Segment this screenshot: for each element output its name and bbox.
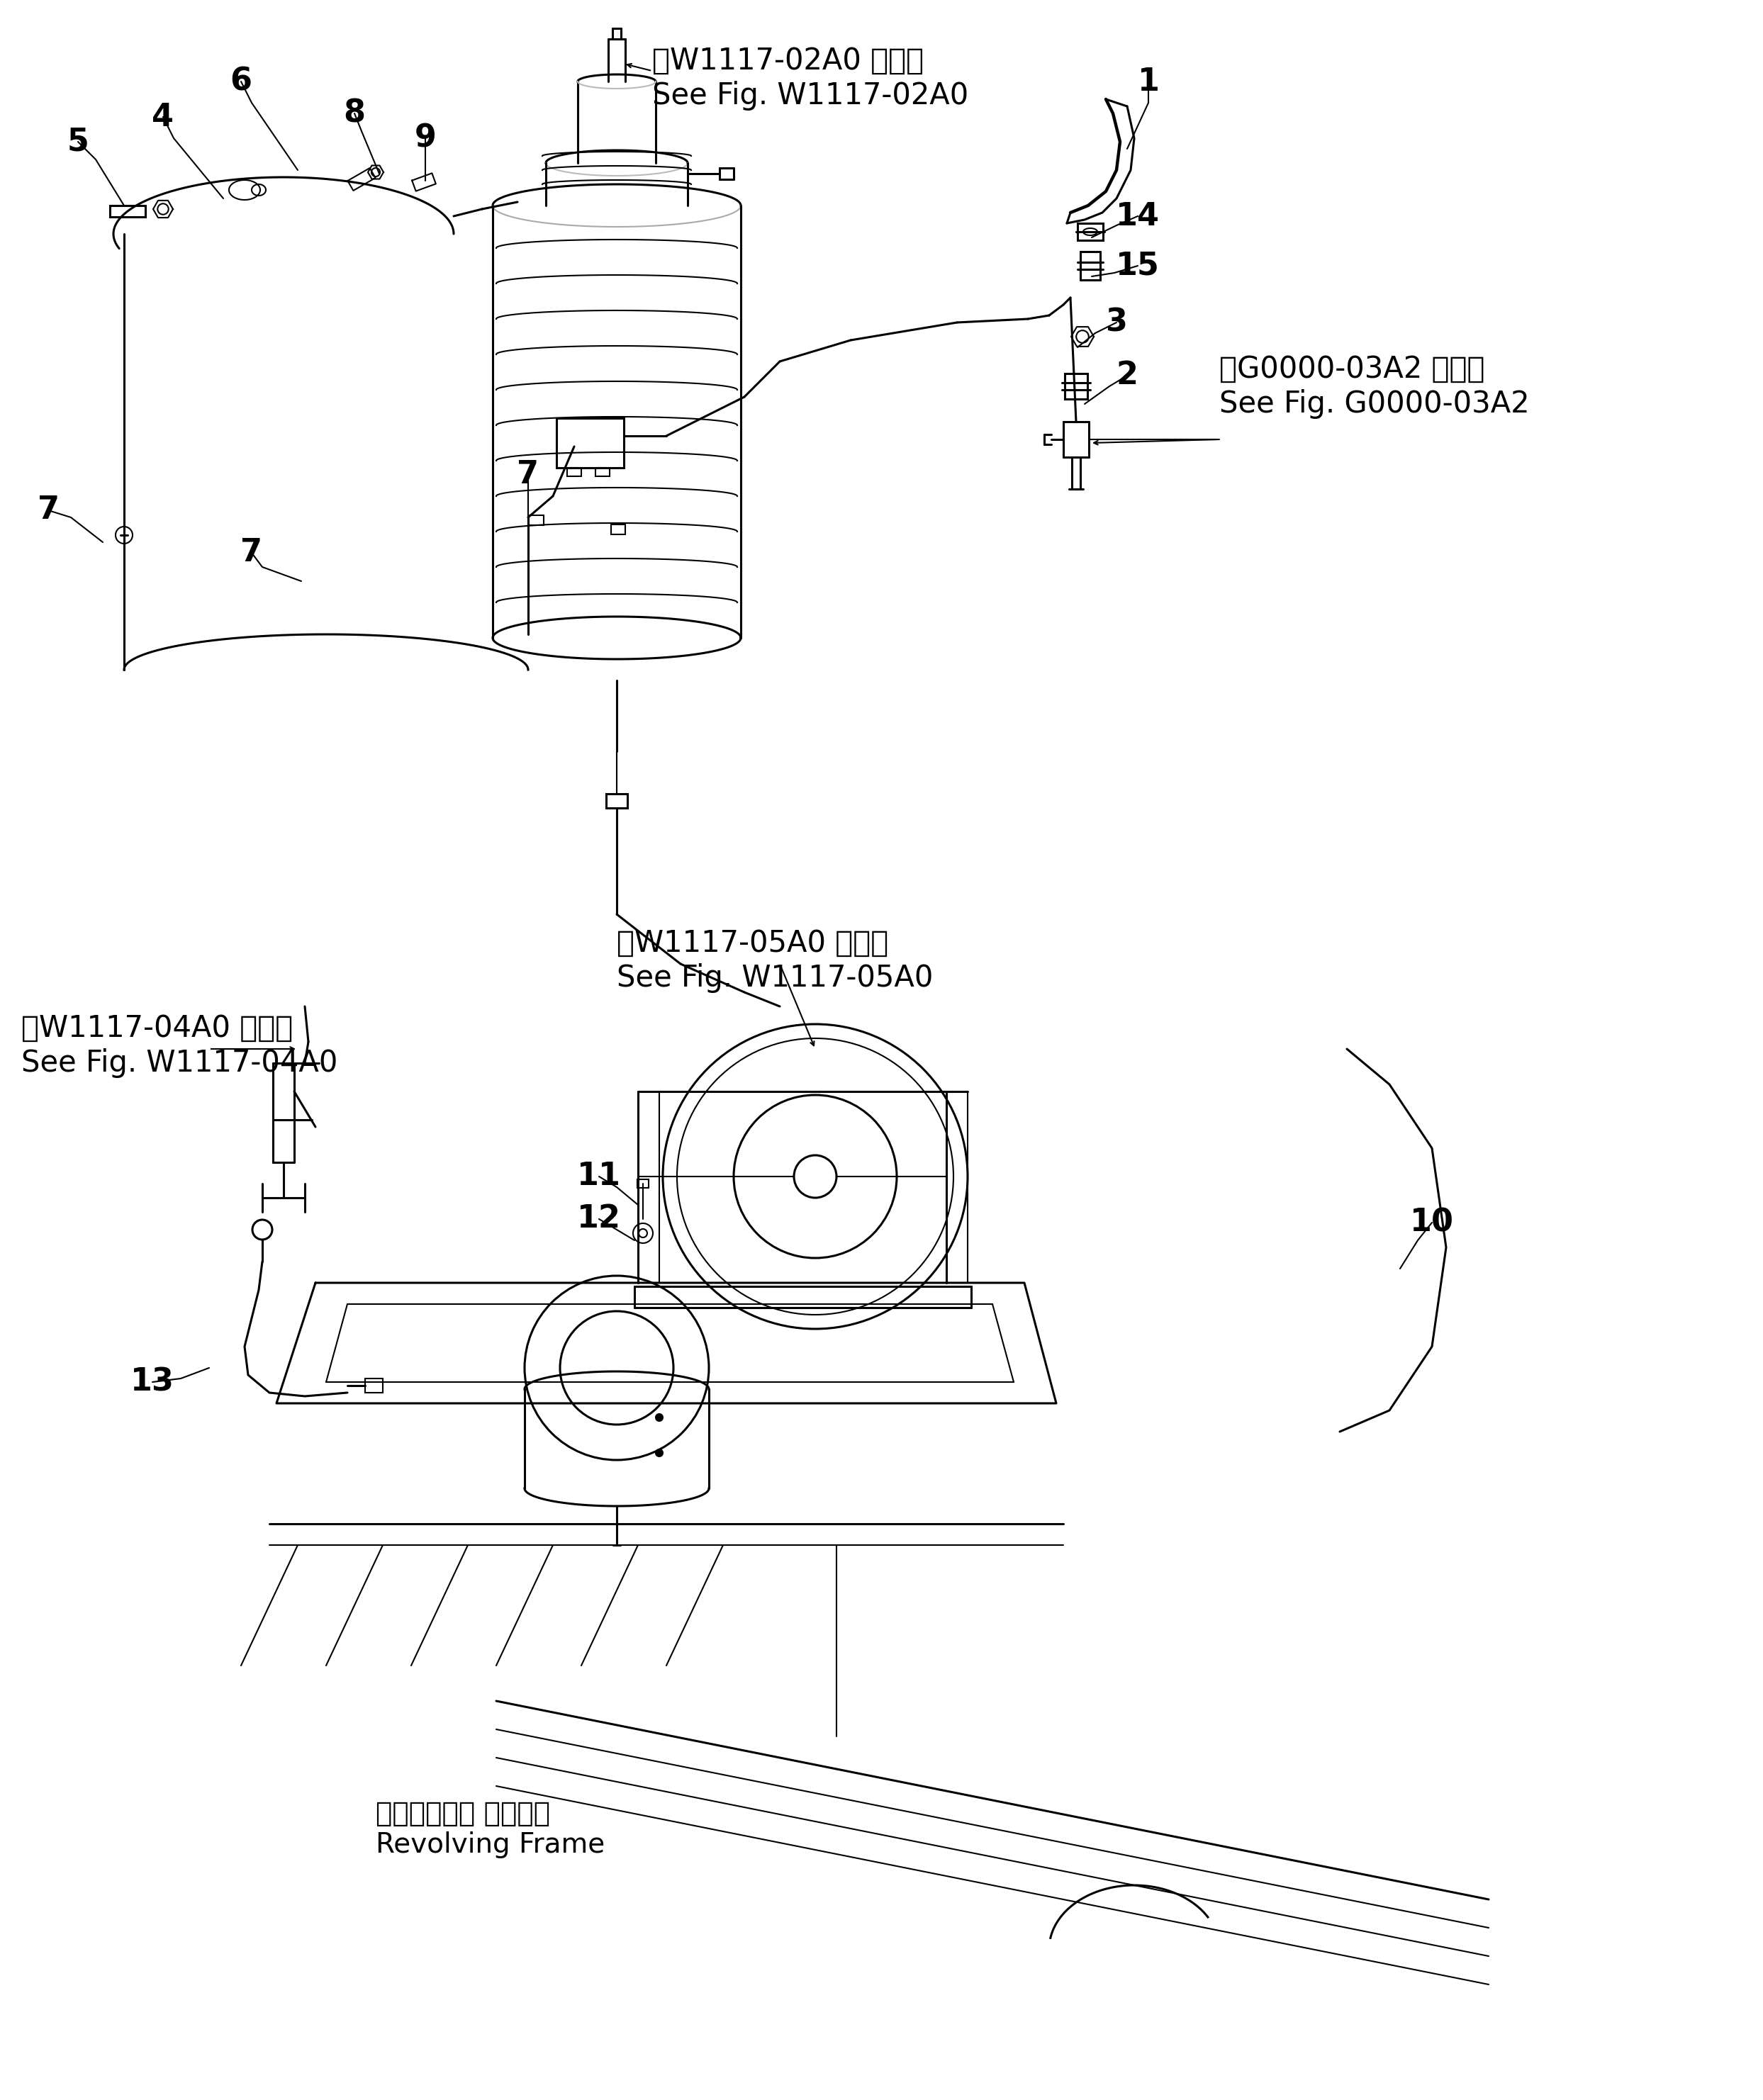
Bar bbox=[636, 1180, 649, 1189]
Text: 第W1117-02A0 図参照
See Fig. W1117-02A0: 第W1117-02A0 図参照 See Fig. W1117-02A0 bbox=[652, 46, 968, 111]
Text: 2: 2 bbox=[1116, 361, 1139, 391]
Bar bbox=[529, 514, 543, 525]
Text: 10: 10 bbox=[1410, 1208, 1454, 1237]
Text: 7: 7 bbox=[37, 496, 60, 525]
Text: 8: 8 bbox=[344, 99, 365, 128]
Circle shape bbox=[656, 1413, 663, 1422]
Text: 1: 1 bbox=[1137, 67, 1160, 97]
Text: 9: 9 bbox=[414, 124, 435, 153]
Bar bbox=[568, 468, 582, 477]
Text: 3: 3 bbox=[1105, 307, 1128, 338]
Bar bbox=[596, 468, 610, 477]
Bar bbox=[1065, 374, 1088, 399]
Text: 12: 12 bbox=[577, 1203, 621, 1235]
Text: 第W1117-05A0 図参照
See Fig. W1117-05A0: 第W1117-05A0 図参照 See Fig. W1117-05A0 bbox=[617, 928, 933, 993]
Bar bbox=[606, 794, 628, 808]
Text: 第W1117-04A0 図参照
See Fig. W1117-04A0: 第W1117-04A0 図参照 See Fig. W1117-04A0 bbox=[21, 1014, 338, 1077]
Text: 11: 11 bbox=[577, 1161, 621, 1191]
Text: 5: 5 bbox=[67, 126, 88, 158]
Bar bbox=[365, 1378, 383, 1392]
Text: 7: 7 bbox=[517, 460, 539, 489]
Bar bbox=[109, 206, 145, 216]
Text: 15: 15 bbox=[1116, 250, 1160, 281]
Text: 6: 6 bbox=[229, 67, 252, 97]
Circle shape bbox=[656, 1449, 663, 1457]
Text: 第G0000-03A2 図参照
See Fig. G0000-03A2: 第G0000-03A2 図参照 See Fig. G0000-03A2 bbox=[1220, 355, 1530, 418]
Text: レボルビング フレーム
Revolving Frame: レボルビング フレーム Revolving Frame bbox=[376, 1800, 605, 1858]
Text: 7: 7 bbox=[242, 538, 263, 569]
Text: 4: 4 bbox=[152, 101, 175, 132]
Text: 13: 13 bbox=[130, 1367, 175, 1396]
Bar bbox=[1077, 223, 1104, 239]
Bar bbox=[557, 418, 624, 468]
Bar bbox=[612, 525, 626, 533]
Text: 14: 14 bbox=[1116, 202, 1160, 231]
